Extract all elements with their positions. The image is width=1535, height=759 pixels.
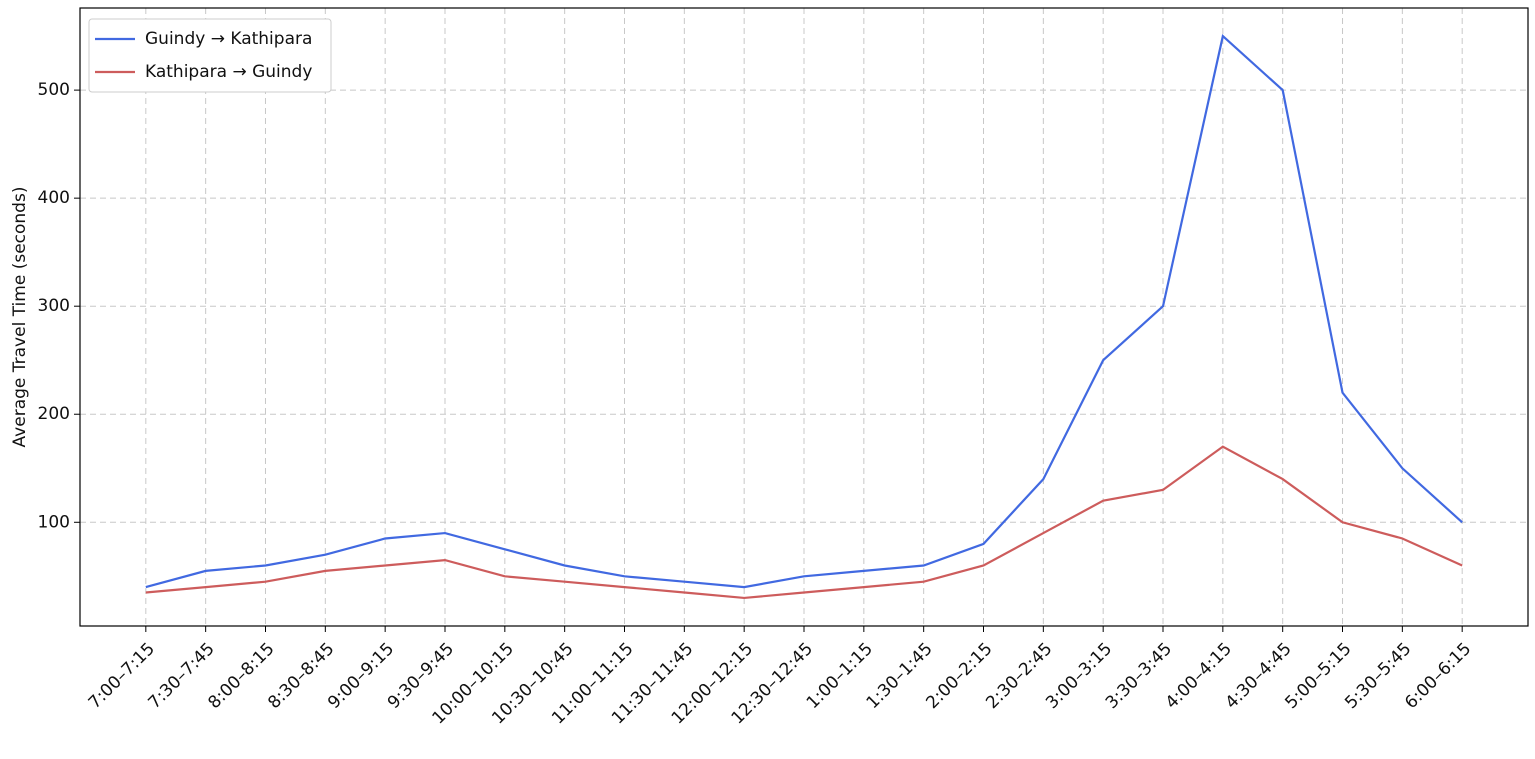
plot-frame [79, 7, 1529, 627]
legend-box [88, 18, 332, 93]
y-tick-label: 500 [38, 80, 70, 100]
legend-label: Guindy → Kathipara [145, 29, 312, 49]
y-tick-label: 400 [38, 188, 70, 208]
y-tick-label: 100 [38, 512, 70, 532]
y-tick-label: 200 [38, 404, 70, 424]
y-axis-label: Average Travel Time (seconds) [10, 187, 30, 448]
legend-label: Kathipara → Guindy [145, 62, 312, 82]
y-tick-label: 300 [38, 296, 70, 316]
line-series [145, 445, 1463, 600]
line-series [145, 34, 1463, 589]
